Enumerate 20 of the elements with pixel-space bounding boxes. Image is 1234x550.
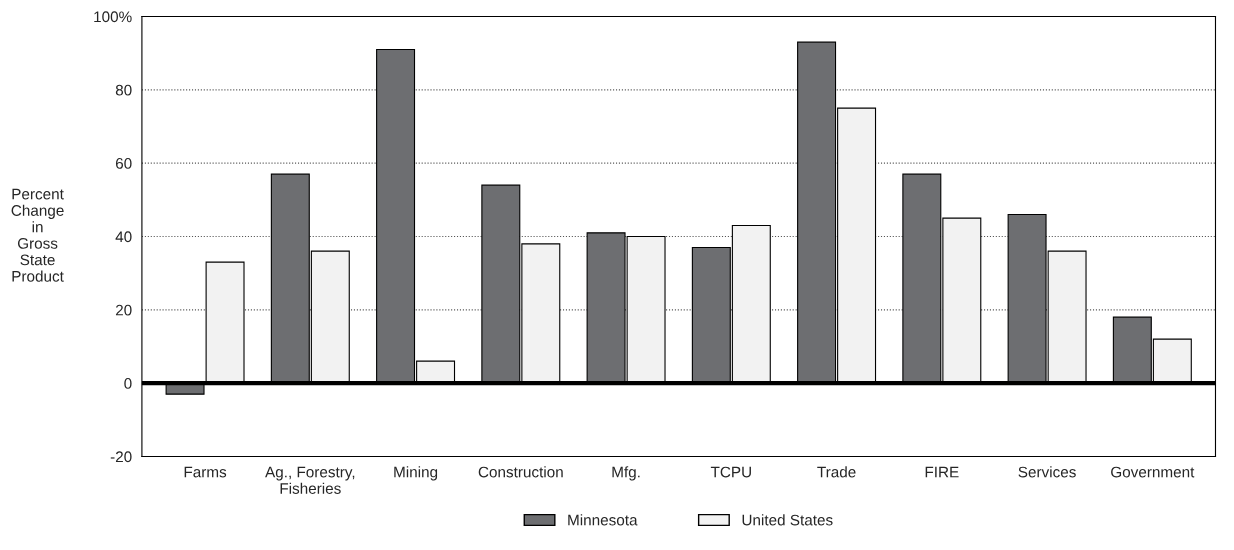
legend-label: United States [742,514,833,526]
x-tick-label: Farms [184,466,227,478]
x-tick-label: Construction [478,466,563,478]
y-tick-label: 100% [94,11,132,23]
y-tick-label: 20 [115,304,132,316]
x-tick-label: Government [1111,466,1195,478]
y-tick-label: 40 [115,231,132,243]
x-tick-label: Services [1018,466,1076,478]
legend-label: Minnesota [568,514,638,526]
y-axis-title: Percent Change in Gross State Product [11,188,64,282]
y-tick-label: 80 [115,84,132,96]
y-tick-label: -20 [110,451,132,463]
x-tick-label: Mfg. [612,466,640,481]
x-tick-label: Ag., Forestry, Fisheries [265,466,355,494]
y-tick-label: 60 [115,158,132,169]
y-tick-label: 0 [124,378,132,389]
x-tick-label: Trade [817,466,856,478]
x-tick-label: FIRE [925,466,959,478]
x-tick-label: TCPU [710,466,751,478]
x-tick-label: Mining [394,466,438,481]
